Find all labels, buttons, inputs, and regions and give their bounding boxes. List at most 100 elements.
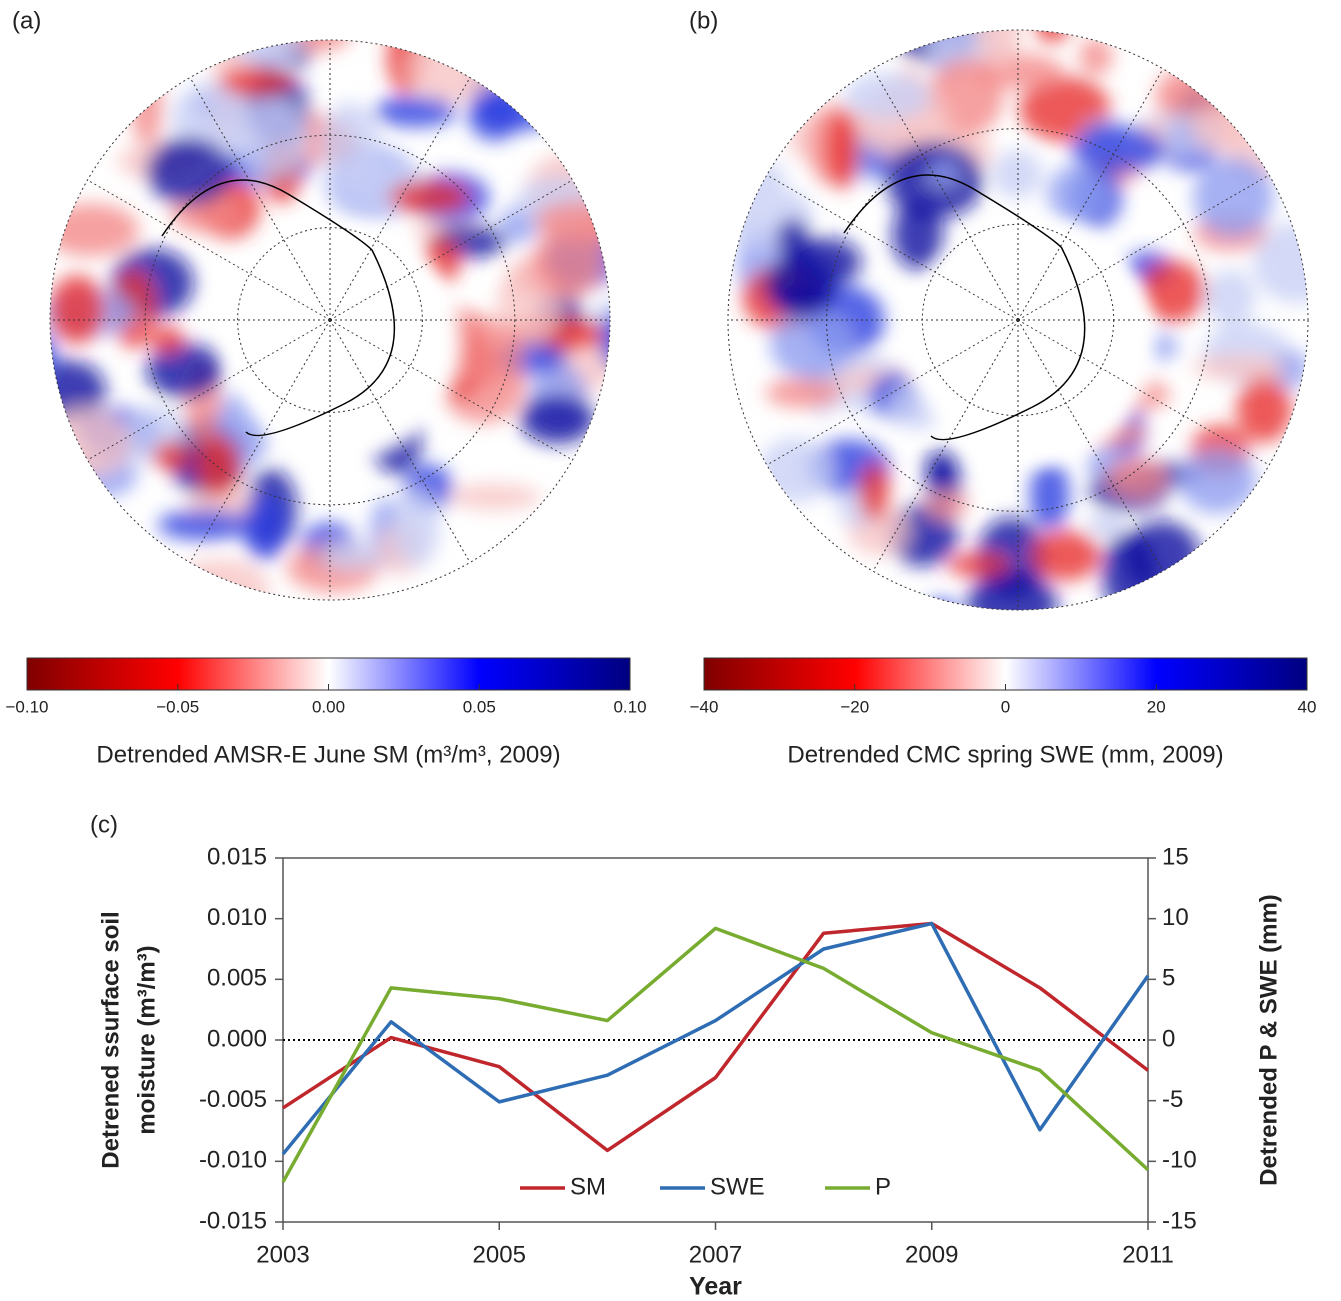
panel-label: (b) <box>689 7 718 34</box>
colorbar-label: Detrended CMC spring SWE (mm, 2009) <box>787 741 1223 768</box>
graticule-meridian <box>1017 174 1270 321</box>
y-tick-label: -0.015 <box>199 1207 267 1234</box>
map-patch <box>765 253 837 317</box>
land-mask <box>226 224 462 460</box>
panel-label: (c) <box>90 811 118 838</box>
map-patch <box>152 442 191 471</box>
y-axis-label: moisture (m³/m³) <box>133 945 160 1134</box>
legend-label: SM <box>570 1173 606 1200</box>
graticule-circle <box>237 227 423 413</box>
y-tick-label: -0.005 <box>199 1086 267 1113</box>
graticule-meridian <box>87 319 331 461</box>
map-patch <box>1087 511 1125 538</box>
map-patch <box>321 541 382 571</box>
y2-tick-label: 15 <box>1162 843 1189 870</box>
map-patch <box>1271 349 1308 389</box>
map-patch <box>925 598 958 610</box>
map-patch <box>992 150 1043 199</box>
map-patch <box>1139 260 1206 323</box>
y2-tick-label: 5 <box>1162 965 1175 992</box>
x-tick-label: 2005 <box>473 1241 526 1268</box>
graticule-meridian <box>189 77 331 321</box>
map-patch <box>1178 448 1257 514</box>
graticule-meridian <box>329 77 471 321</box>
map-patch <box>242 493 287 561</box>
y2-tick-label: -5 <box>1162 1086 1183 1113</box>
map-patch <box>321 102 380 181</box>
map-patch <box>599 310 610 373</box>
polar-map <box>727 29 1309 611</box>
map-patch <box>1029 460 1070 530</box>
y-tick-label: 0.000 <box>207 1025 267 1052</box>
map-patch <box>195 434 241 498</box>
y2-tick-label: 0 <box>1162 1025 1175 1052</box>
colorbar-tick-label: 0 <box>1001 697 1010 716</box>
map-patch <box>234 97 308 179</box>
graticule-meridian <box>872 319 1019 572</box>
colorbar-tick-label: 20 <box>1147 697 1166 716</box>
y-tick-label: 0.005 <box>207 965 267 992</box>
map-patch <box>770 310 855 380</box>
graticule-meridian <box>189 319 331 563</box>
map-patch <box>1071 126 1165 173</box>
panel-label: (a) <box>12 7 41 34</box>
map-patch <box>843 72 932 121</box>
map-patch <box>1079 37 1113 76</box>
map-patch <box>924 492 969 518</box>
map-patch <box>468 89 521 141</box>
map-patch <box>50 359 106 422</box>
map-patch <box>1047 164 1109 224</box>
map-patch <box>532 225 605 299</box>
graticule-circle <box>144 134 516 506</box>
map-patch <box>1030 530 1101 581</box>
map-patch <box>220 66 293 97</box>
x-tick-label: 2011 <box>1122 1241 1174 1268</box>
map-patch <box>448 483 541 510</box>
map-patch <box>1193 157 1274 238</box>
map-patch <box>519 394 596 445</box>
map-patch <box>150 326 185 353</box>
x-tick-label: 2003 <box>256 1241 309 1268</box>
x-tick-label: 2007 <box>689 1241 742 1268</box>
map-patch <box>1205 269 1255 326</box>
map-patch <box>50 409 131 478</box>
map-patch <box>858 462 890 521</box>
map-shading <box>728 30 1308 610</box>
map-patch <box>50 203 139 257</box>
map-patch <box>389 180 470 214</box>
land-mask <box>910 221 1155 465</box>
coastline <box>161 179 396 437</box>
y-tick-label: 0.015 <box>207 843 267 870</box>
map-patch <box>1253 222 1308 304</box>
graticule-meridian <box>766 174 1019 321</box>
graticule-meridian <box>329 319 471 563</box>
map-patch <box>1106 457 1168 499</box>
graticule-circle <box>727 29 1309 611</box>
legend-label: P <box>875 1173 891 1200</box>
y-tick-label: 0.010 <box>207 904 267 931</box>
map-patch <box>976 517 1046 598</box>
colorbar-label: Detrended AMSR-E June SM (m³/m³, 2009) <box>96 741 560 768</box>
map-patch <box>1034 30 1070 43</box>
map-patch <box>765 377 842 408</box>
colorbar-tick-label: 0.10 <box>613 697 646 716</box>
map-patch <box>1190 105 1250 151</box>
graticule-meridian <box>872 68 1019 321</box>
y-axis-label: Detrened ssurface soil <box>97 911 124 1168</box>
graticule-meridian <box>1017 319 1164 572</box>
y2-tick-label: 10 <box>1162 904 1189 931</box>
colorbar-tick-label: 0.05 <box>463 697 496 716</box>
map-patch <box>233 40 302 71</box>
map-patch <box>734 161 786 188</box>
map-patch <box>775 218 811 264</box>
series-line <box>281 926 1150 1183</box>
colorbar-tick-label: −40 <box>690 697 719 716</box>
graticule-meridian <box>329 179 573 321</box>
map-patch <box>928 158 960 186</box>
map-patch <box>146 342 223 399</box>
coastline <box>843 174 1086 441</box>
y-tick-label: -0.010 <box>199 1147 267 1174</box>
map-patch <box>826 109 859 190</box>
x-tick-label: 2009 <box>905 1241 958 1268</box>
